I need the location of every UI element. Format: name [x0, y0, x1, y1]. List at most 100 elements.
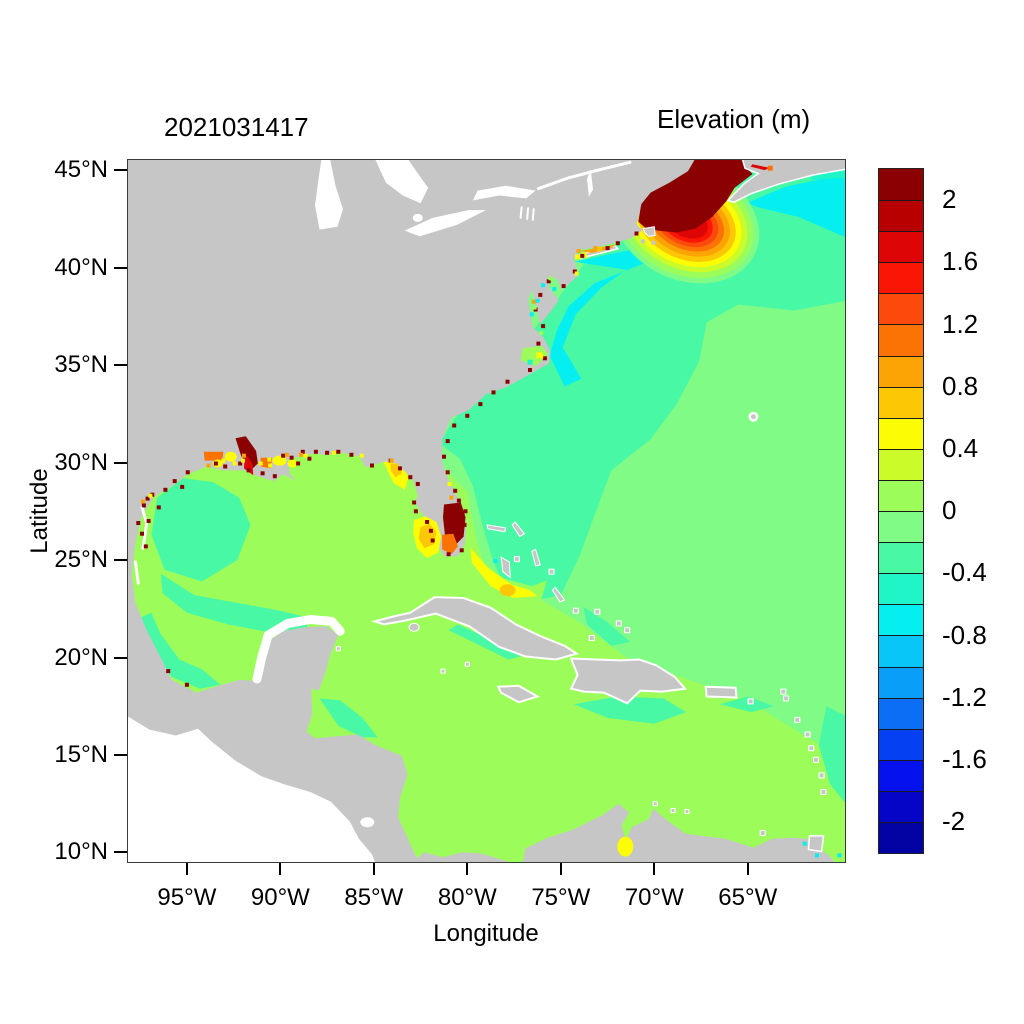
ocean-mint-honduras: [319, 698, 378, 738]
island-bahamas-dots: [548, 568, 555, 575]
colorbar-cell: [879, 200, 923, 232]
island-jamaica: [496, 684, 540, 704]
speckles-cyan: [535, 298, 540, 303]
ocean-mint-cuba-south: [448, 624, 524, 660]
pamlico-turquoise-dot: [527, 359, 533, 365]
colorbar-cell: [879, 821, 923, 854]
speckles-darkred: [246, 468, 251, 473]
speckles-darkred: [300, 449, 305, 454]
speckles-darkred: [541, 324, 546, 329]
bahamas-arc-gold-dot: [499, 584, 516, 597]
colorbar-cell: [879, 262, 923, 294]
speckles-orange: [298, 452, 303, 457]
island-eleuthera: [531, 548, 541, 567]
speckles-darkred: [180, 484, 185, 489]
island-lesser-antilles-dots: [780, 688, 787, 695]
island-trinidad: [807, 835, 825, 853]
ocean-mint-west-gulf: [151, 478, 251, 582]
speckles-yellow: [303, 453, 308, 458]
island-bahamas-dots: [615, 620, 622, 627]
speckles-darkred: [370, 463, 374, 468]
speckles-cyan: [802, 841, 807, 846]
speckles-darkred: [546, 279, 551, 284]
hotspot-core-darkred: [638, 160, 753, 233]
speckles-darkred: [428, 528, 433, 533]
lake-maracaibo-yellow: [617, 836, 634, 857]
speckles-yellow: [539, 354, 544, 359]
minas-basin-orange-dot: [767, 165, 773, 171]
speckles-darkred: [272, 474, 277, 479]
colorbar-cell: [879, 417, 923, 449]
speckles-darkred: [634, 231, 639, 236]
island-long-island-bahamas: [551, 586, 566, 603]
land-cape-cod: [642, 226, 656, 237]
colorbar-cell: [879, 666, 923, 698]
louisiana-red-streak: [243, 453, 254, 476]
speckles-darkred: [143, 544, 148, 549]
speckles-darkred: [145, 496, 150, 501]
speckles-darkred: [425, 520, 430, 524]
island-puerto-rico: [704, 685, 738, 699]
land-south-america: [412, 803, 835, 862]
speckles-yellow: [267, 457, 272, 462]
everglades-orange-blob: [442, 533, 458, 555]
speckles-darkred: [528, 368, 532, 372]
island-bahamas-dots: [588, 635, 595, 641]
island-bahamas-dots: [572, 607, 579, 614]
speckles-darkred: [223, 464, 228, 469]
island-cayman-dots: [440, 668, 446, 674]
speckles-darkred: [296, 461, 301, 466]
nyc-yellow-dots: [575, 254, 581, 260]
louisiana-yellow-patch: [224, 451, 237, 462]
speckles-darkred: [430, 538, 435, 543]
speckles-darkred: [184, 682, 189, 687]
speckles-darkred: [615, 241, 620, 246]
land-nova-scotia: [726, 160, 845, 204]
island-lesser-antilles-dots: [818, 772, 825, 779]
speckles-darkred: [465, 413, 470, 418]
white-mexico-lagoon: [134, 560, 140, 585]
speckles-orange: [284, 452, 289, 457]
colorbar-cell: [879, 324, 923, 356]
ocean-mint-south-gulf: [160, 573, 309, 633]
speckles-darkred: [442, 454, 446, 459]
white-lake-stclair: [412, 213, 423, 222]
speckles-darkred: [172, 479, 177, 484]
colorbar-cell: [879, 728, 923, 760]
land-continent: [128, 160, 746, 862]
speckles-cyan: [493, 559, 498, 563]
speckles-darkred: [478, 402, 483, 407]
speckles-cyan: [552, 287, 557, 292]
speckles-darkred: [336, 449, 341, 454]
colorbar-cell: [879, 542, 923, 574]
speckles-cyan: [529, 312, 534, 317]
speckles-darkred: [536, 341, 541, 346]
island-bahamas-dots: [624, 627, 631, 634]
speckles-orange: [389, 458, 394, 463]
speckles-yellow: [241, 458, 245, 463]
white-finger-lake: [519, 206, 523, 219]
speckles-darkred: [260, 471, 265, 476]
speckles-orange: [206, 463, 211, 468]
island-bahamas-dots: [513, 556, 520, 563]
island-cozumel: [335, 646, 341, 652]
white-st-lawrence-river: [536, 160, 632, 191]
speckles-darkred: [580, 253, 585, 258]
minas-basin-red-sliver: [750, 164, 770, 171]
speckles-orange: [141, 499, 145, 504]
plot-border: [127, 159, 846, 863]
speckles-darkred: [136, 521, 141, 525]
speckles-cyan: [837, 853, 842, 858]
speckles-orange: [241, 453, 246, 458]
island-marthas-vineyard: [641, 239, 646, 244]
island-hispaniola: [569, 657, 688, 705]
island-lesser-antilles-dots: [747, 698, 754, 705]
speckles-yellow: [574, 271, 579, 276]
speckles-darkred: [166, 669, 171, 674]
speckles-yellowgreen: [532, 305, 537, 310]
speckles-cyan: [815, 853, 819, 858]
colorbar-cell: [879, 697, 923, 729]
speckles-darkred: [415, 482, 420, 486]
speckles-darkred: [452, 423, 457, 428]
